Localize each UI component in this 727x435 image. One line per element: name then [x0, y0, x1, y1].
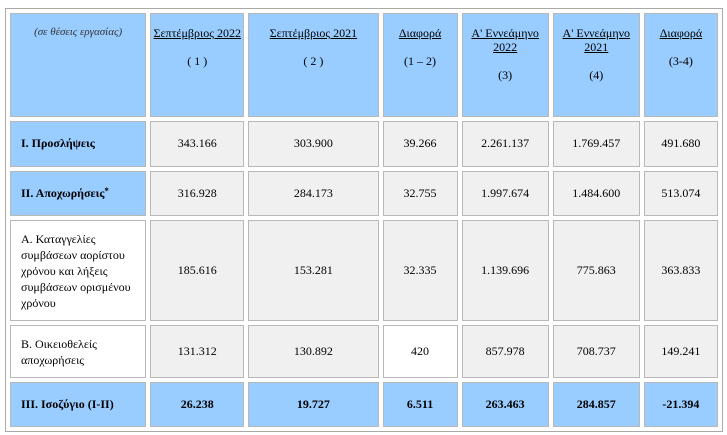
table-cell: 420 [382, 325, 458, 379]
table-cell: 775.863 [552, 219, 640, 322]
header-diff-9m: Διαφορά (3-4) [643, 13, 718, 117]
header-title: Σεπτέμβριος 2022 [153, 26, 241, 40]
employment-flows-table: (σε θέσεις εργασίας) Σεπτέμβριος 2022 ( … [6, 9, 722, 431]
header-title: Α' Εννεάμηνο 2021 [562, 26, 631, 54]
header-note: (4) [589, 68, 604, 82]
header-note: ( 1 ) [187, 54, 208, 68]
table-cell: 131.312 [150, 325, 245, 379]
table-cell: 303.900 [248, 120, 379, 168]
header-title: Σεπτέμβριος 2021 [269, 26, 358, 40]
table-cell: 19.727 [248, 382, 379, 427]
header-diff-month: Διαφορά (1 – 2) [382, 13, 458, 117]
row-label: Ι. Προσλήψεις [10, 120, 147, 168]
table-row-balance: ΙΙΙ. Ισοζύγιο (Ι-ΙΙ) 26.238 19.727 6.511… [10, 382, 718, 427]
table-cell: 284.173 [248, 171, 379, 216]
table-cell: 513.074 [643, 171, 718, 216]
table-row-hires: Ι. Προσλήψεις 343.166 303.900 39.266 2.2… [10, 120, 718, 168]
table-row-dismissals: Α. Καταγγελίες συμβάσεων αορίστου χρόνου… [10, 219, 718, 322]
table-cell: 32.755 [382, 171, 458, 216]
row-label: Β. Οικειοθελείς αποχωρήσεις [10, 325, 147, 379]
table-cell: 1.139.696 [461, 219, 549, 322]
table-cell: 2.261.137 [461, 120, 549, 168]
row-label: ΙΙΙ. Ισοζύγιο (Ι-ΙΙ) [10, 382, 147, 427]
header-9m-2021: Α' Εννεάμηνο 2021 (4) [552, 13, 640, 117]
table-cell: 32.335 [382, 219, 458, 322]
table-row-separations: ΙΙ. Αποχωρήσεις* 316.928 284.173 32.755 … [10, 171, 718, 216]
table-cell: 363.833 [643, 219, 718, 322]
row-label-cell: ΙΙ. Αποχωρήσεις* [10, 171, 147, 216]
table-cell: 185.616 [150, 219, 245, 322]
table-cell: 1.769.457 [552, 120, 640, 168]
table-cell: 491.680 [643, 120, 718, 168]
table-cell: 263.463 [461, 382, 549, 427]
header-note: (1 – 2) [404, 54, 437, 68]
header-note: (3) [498, 68, 513, 82]
table-cell: 149.241 [643, 325, 718, 379]
table-cell: 130.892 [248, 325, 379, 379]
employment-table-frame: (σε θέσεις εργασίας) Σεπτέμβριος 2022 ( … [5, 8, 723, 432]
table-cell: 153.281 [248, 219, 379, 322]
row-label: Α. Καταγγελίες συμβάσεων αορίστου χρόνου… [10, 219, 147, 322]
header-title: Α' Εννεάμηνο 2022 [471, 26, 539, 54]
header-9m-2022: Α' Εννεάμηνο 2022 (3) [461, 13, 549, 117]
table-cell: 857.978 [461, 325, 549, 379]
table-cell: -21.394 [643, 382, 718, 427]
header-title: Διαφορά [659, 26, 703, 40]
table-row-voluntary: Β. Οικειοθελείς αποχωρήσεις 131.312 130.… [10, 325, 718, 379]
row-label: ΙΙ. Αποχωρήσεις [21, 186, 105, 201]
table-cell: 39.266 [382, 120, 458, 168]
table-cell: 1.997.674 [461, 171, 549, 216]
table-cell: 284.857 [552, 382, 640, 427]
header-title: Διαφορά [398, 26, 442, 40]
footnote-mark: * [104, 186, 109, 197]
units-note: (σε θέσεις εργασίας) [10, 13, 147, 117]
header-note: ( 2 ) [303, 54, 324, 68]
table-cell: 26.238 [150, 382, 245, 427]
header-sep-2022: Σεπτέμβριος 2022 ( 1 ) [150, 13, 245, 117]
header-note: (3-4) [668, 54, 693, 68]
table-cell: 343.166 [150, 120, 245, 168]
table-cell: 6.511 [382, 382, 458, 427]
header-sep-2021: Σεπτέμβριος 2021 ( 2 ) [248, 13, 379, 117]
table-cell: 708.737 [552, 325, 640, 379]
table-cell: 316.928 [150, 171, 245, 216]
table-header-row: (σε θέσεις εργασίας) Σεπτέμβριος 2022 ( … [10, 13, 718, 117]
table-cell: 1.484.600 [552, 171, 640, 216]
